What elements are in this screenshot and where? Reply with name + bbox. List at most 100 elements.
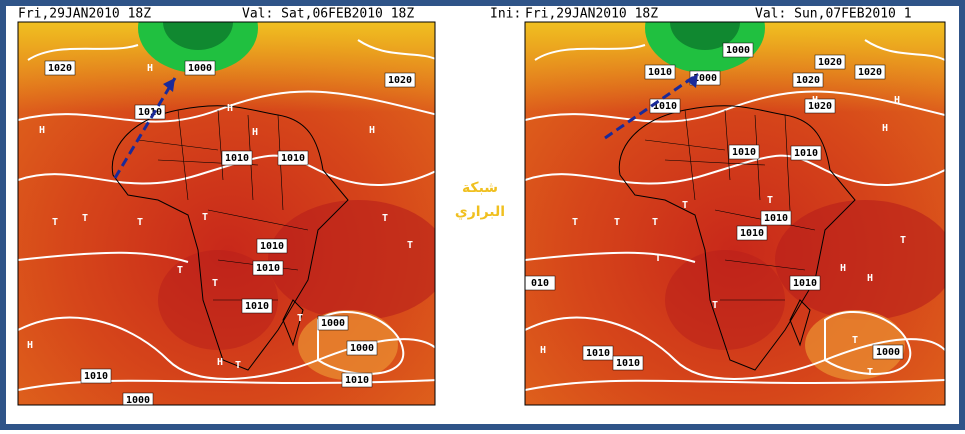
isobar-label: 1010 [84,371,108,382]
isobar-label: 1020 [388,75,412,86]
pressure-centre: T [572,217,578,228]
pressure-centre: H [882,123,888,134]
isobar-label-box [134,104,166,120]
isobar [18,90,435,123]
isobar [18,316,435,380]
isobar [317,310,405,375]
isobar-label-box [44,60,76,76]
map-border [524,21,946,406]
isobar-label: 1020 [48,63,72,74]
isobar-label-box [644,64,676,80]
isobar [864,39,945,61]
isobar-label-box [317,315,349,331]
pressure-centre: T [900,235,906,246]
isobar [18,251,189,263]
isobar-label-box [736,225,768,241]
right-prefix: Ini: [490,7,521,22]
pressure-centre: H [812,95,818,106]
pressure-centre: T [82,213,88,224]
pressure-centre: T [137,217,143,228]
isobar-label: 1010 [256,263,280,274]
isobar [27,44,139,61]
isobar-label-box [184,60,216,76]
isobar-label-box [789,275,821,291]
pressure-centre: T [235,360,241,371]
pressure-centre: T [652,217,658,228]
coastline [618,105,856,371]
isobar-label-box [760,210,792,226]
isobar-label: 1010 [245,301,269,312]
pressure-centre: H [894,95,900,106]
arrow [113,77,177,179]
isobar-label-box [241,298,273,314]
isobar-label: 1010 [345,375,369,386]
right-valid: Val: Sun,07FEB2010 1 [755,7,912,22]
left-map: 1020 1000 1010 1020 1010 1010 1010 1010 1010 1000… [18,22,435,406]
pressure-centre: H [867,273,873,284]
isobar-label-box [790,145,822,161]
isobar-label-box [525,275,556,291]
isobar-label-box [256,238,288,254]
isobar [357,39,435,60]
isobar-label-box [728,144,760,160]
map-border [17,21,436,406]
pressure-centre: T [682,200,688,211]
isobar-label: 1000 [126,395,150,406]
isobar-label: 1010 [764,213,788,224]
isobar-label-box [612,355,644,371]
isobar-label: 1000 [321,318,345,329]
pressure-centre: H [217,357,223,368]
isobar-label-box [804,98,836,114]
left-valid: Val: Sat,06FEB2010 18Z [242,7,414,22]
arrow [604,72,699,140]
isobar-label: 1010 [653,101,677,112]
isobar-label: 1010 [586,348,610,359]
pressure-centre: T [297,313,303,324]
isobar-label-box [854,64,886,80]
isobar-label: 1010 [648,67,672,78]
coastline [111,105,349,371]
isobar-label-box [722,42,754,58]
isobar-label-box [872,344,904,360]
low-centre [163,22,233,50]
pressure-centre: T [202,212,208,223]
isobar-label-box [792,72,824,88]
pressure-centre: H [27,340,33,351]
pressure-centre: H [252,127,258,138]
watermark: شبكة [462,180,498,196]
isobar-label-box [814,54,846,70]
isobar-label-box [122,392,154,405]
isobar-label-box [80,368,112,384]
isobar-label-box [341,372,373,388]
isobar [525,251,696,263]
isobar-label-box [384,72,416,88]
low-centre [670,22,740,50]
pressure-centre: T [712,300,718,311]
pressure-centre: H [39,125,45,136]
isobar-label: 1020 [796,75,820,86]
pressure-centre: T [177,265,183,276]
pressure-centre: H [369,125,375,136]
isobar-label: 1010 [794,148,818,159]
pressure-centre: H [147,63,153,74]
isobar [525,316,945,380]
isobar-label: 1000 [350,343,374,354]
pressure-centre: T [767,195,773,206]
pressure-centre: T [867,367,873,378]
isobar-label: 1010 [732,147,756,158]
pressure-centre: T [852,335,858,346]
isobar-label: 1000 [876,347,900,358]
pressure-centre: H [540,345,546,356]
isobar-label: 1000 [188,63,212,74]
isobar-label: 1010 [225,153,249,164]
pressure-centre: H [840,263,846,274]
isobar-label: 1010 [281,153,305,164]
isobar-label: 1010 [793,278,817,289]
pressure-centre: T [382,213,388,224]
isobar-label: 1020 [808,101,832,112]
isobar-label: 1020 [818,57,842,68]
pressure-centre: H [227,103,233,114]
isobar-label: 1010 [740,228,764,239]
